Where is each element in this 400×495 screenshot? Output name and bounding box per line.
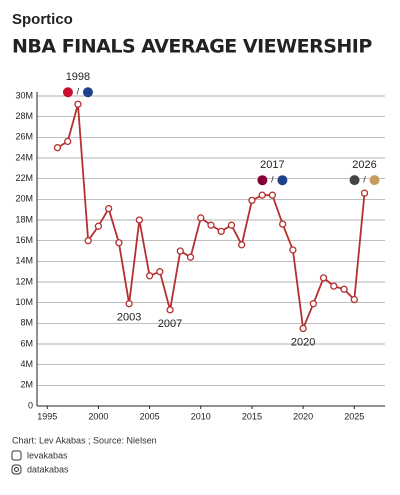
logo	[62, 87, 73, 98]
x-tick-label: 2020	[293, 411, 313, 421]
logo-separator: /	[77, 87, 80, 97]
logo	[257, 175, 268, 186]
x-tick-label: 2005	[140, 411, 160, 421]
logo	[277, 175, 288, 186]
x-tick-label: 2000	[88, 411, 108, 421]
point	[115, 239, 123, 247]
y-tick-label: 22M	[15, 173, 33, 183]
y-tick-label: 4M	[20, 359, 33, 369]
point	[289, 246, 297, 254]
y-tick-label: 10M	[15, 297, 33, 307]
x-tick-label: 1995	[37, 411, 57, 421]
point	[84, 237, 92, 245]
point	[197, 214, 205, 222]
handle: datakabas	[27, 464, 69, 474]
logo-separator: /	[271, 175, 274, 185]
point	[268, 191, 277, 199]
logo-separator: /	[363, 175, 366, 185]
y-tick-label: 26M	[15, 132, 33, 142]
logo	[82, 87, 93, 98]
x-tick-label: 2025	[344, 411, 364, 421]
annotation: 1998	[66, 71, 90, 83]
icon	[11, 450, 22, 461]
point	[156, 268, 164, 276]
logo	[349, 175, 360, 186]
point	[176, 247, 184, 255]
point	[278, 220, 287, 228]
chart-title: NBA FINALS AVERAGE VIEWERSHIP	[12, 36, 372, 58]
handle: levakabas	[27, 450, 68, 460]
point	[330, 282, 338, 290]
y-tick-label: 24M	[15, 152, 33, 162]
point	[64, 137, 72, 146]
x-tick-label: 2015	[242, 411, 262, 421]
y-tick-label: 18M	[15, 214, 33, 224]
point	[186, 253, 195, 261]
point	[227, 221, 236, 229]
y-tick-label: 6M	[20, 338, 33, 348]
point	[248, 196, 256, 205]
line	[57, 104, 366, 332]
point	[53, 144, 62, 152]
annotation: 2007	[158, 318, 182, 330]
point	[360, 189, 369, 197]
source: Chart: Lev Akabas ; Source: Nielsen	[12, 435, 157, 445]
point	[74, 100, 82, 108]
point	[166, 306, 174, 314]
annotation: 2020	[291, 336, 315, 348]
y-tick-label: 14M	[15, 256, 33, 266]
point	[258, 191, 266, 199]
logo	[369, 175, 380, 186]
point	[299, 324, 307, 333]
point	[135, 216, 144, 224]
point	[145, 272, 154, 280]
point	[217, 227, 225, 236]
point	[104, 204, 113, 213]
y-tick-label: 30M	[15, 90, 33, 100]
y-tick-label: 20M	[15, 194, 33, 204]
y-tick-label: 8M	[20, 318, 33, 328]
point	[125, 300, 133, 308]
icon	[11, 464, 22, 475]
icon	[14, 467, 19, 472]
point	[94, 222, 103, 230]
annotation: 2026	[352, 159, 376, 171]
y-tick-label: 12M	[15, 276, 33, 286]
point	[350, 295, 358, 304]
y-tick-label: 28M	[15, 111, 33, 121]
point	[207, 221, 215, 229]
x-tick-label: 2010	[191, 411, 211, 421]
point	[309, 300, 318, 308]
y-tick-label: 2M	[20, 380, 33, 390]
y-tick-label: 16M	[15, 235, 33, 245]
annotation: 2003	[117, 312, 141, 324]
point	[319, 274, 328, 282]
annotation: 2017	[260, 159, 284, 171]
point	[340, 285, 348, 293]
brand: Sportico	[12, 11, 73, 28]
point	[238, 241, 246, 249]
y-tick-label: 0	[28, 400, 33, 410]
